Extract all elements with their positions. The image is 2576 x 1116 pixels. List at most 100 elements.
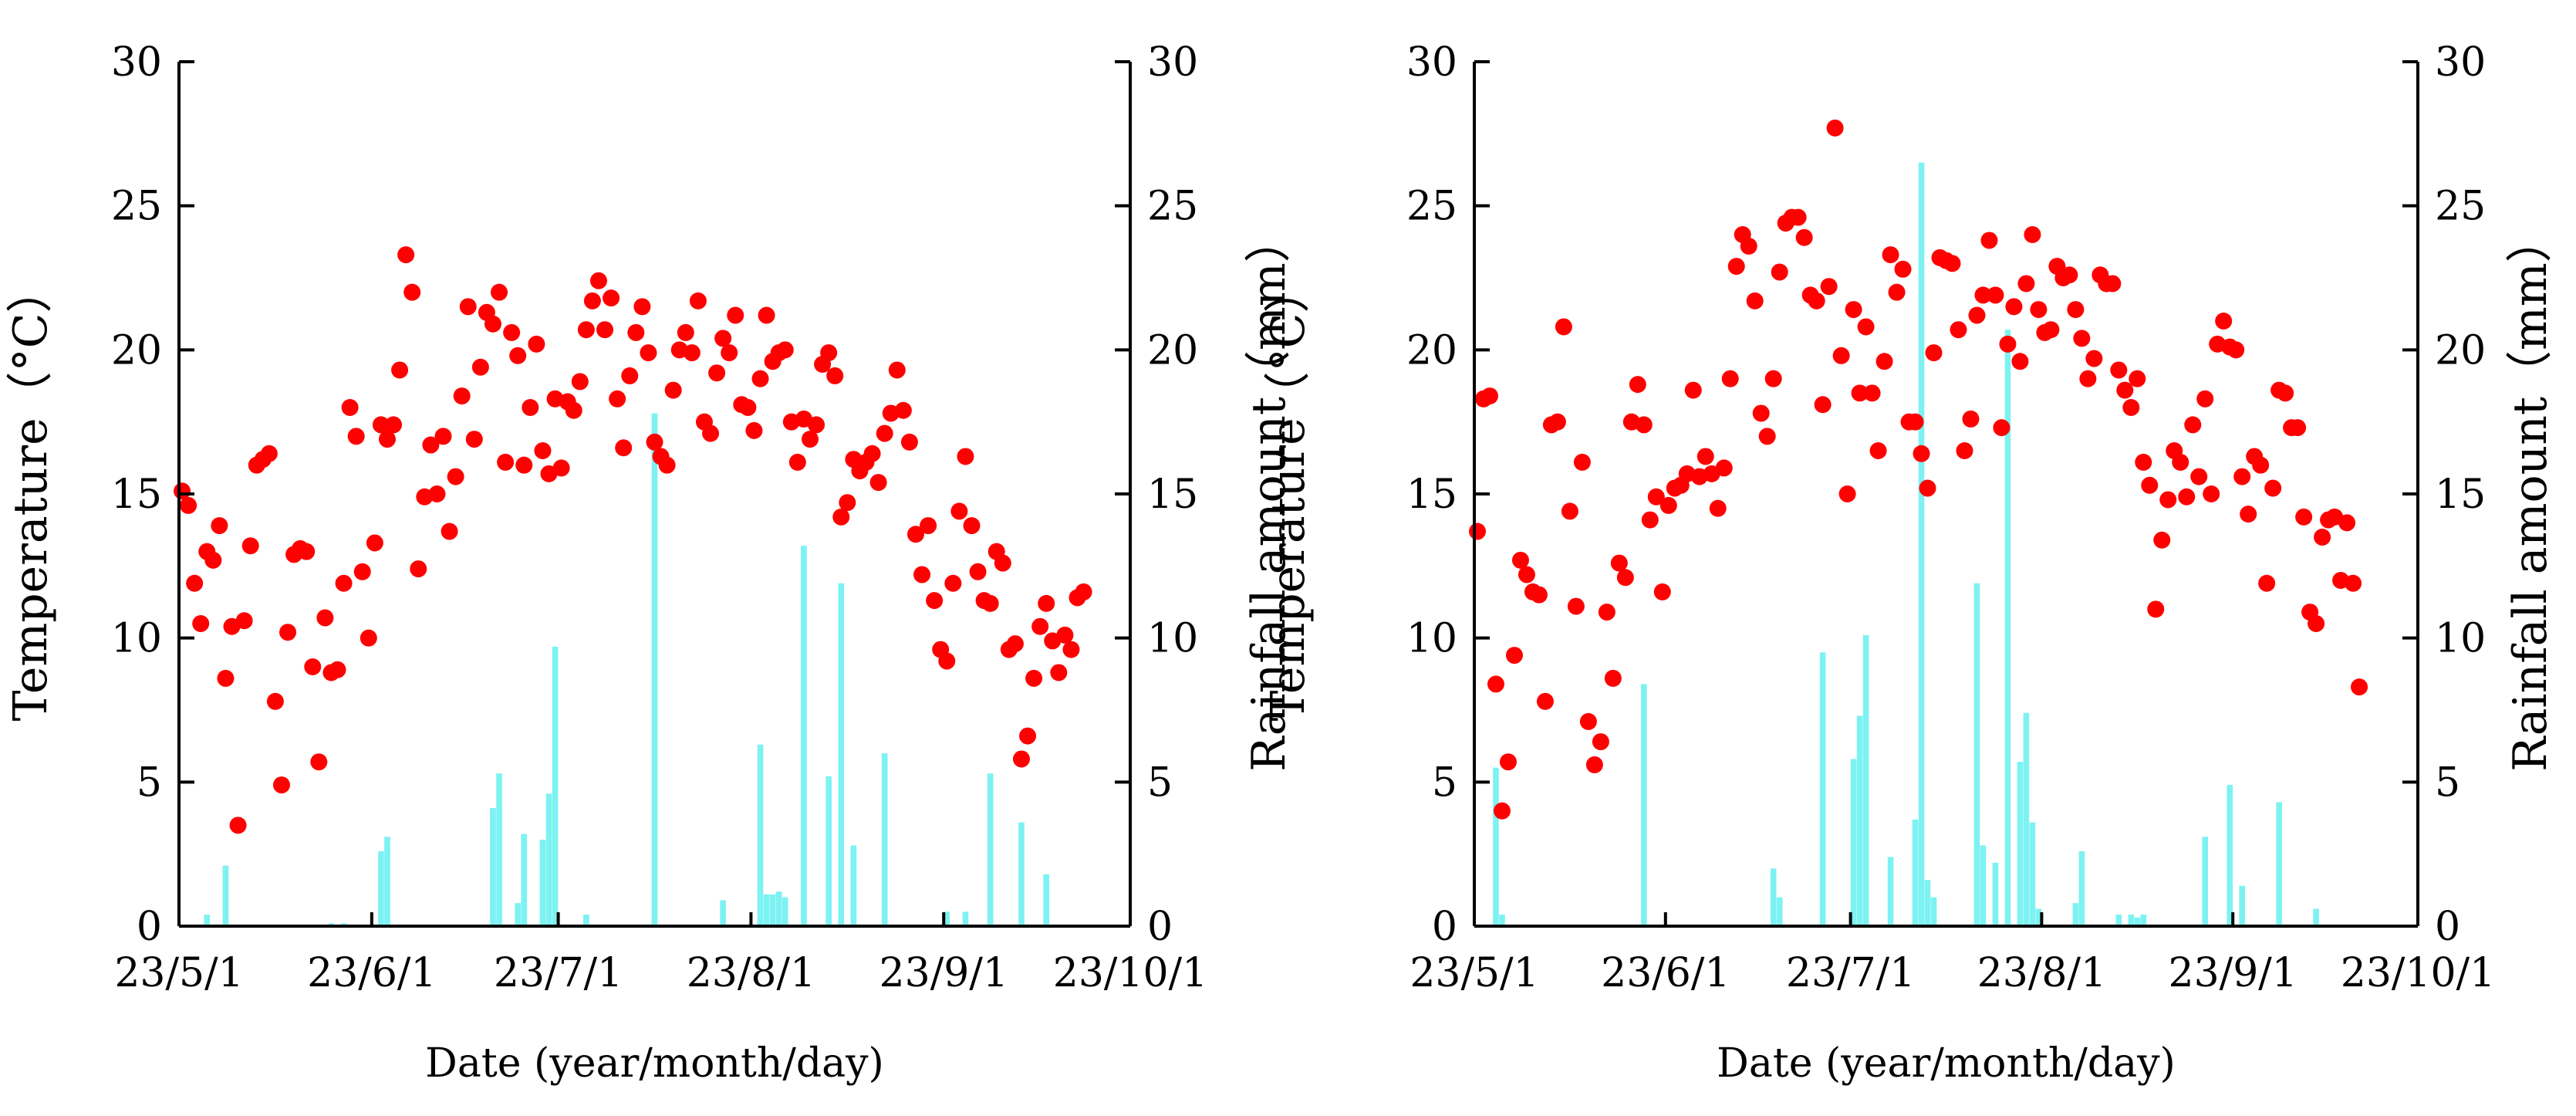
- temperature-point: [1974, 286, 1992, 304]
- temperature-point: [1851, 384, 1869, 402]
- temperature-point: [1715, 459, 1733, 477]
- rainfall-bar: [2134, 917, 2141, 926]
- temperature-point: [888, 361, 906, 379]
- temperature-point: [1789, 208, 1807, 226]
- rainfall-bar: [838, 583, 845, 926]
- temperature-point: [758, 306, 775, 324]
- temperature-point: [378, 431, 396, 448]
- temperature-point: [1567, 597, 1585, 615]
- temperature-point: [2289, 419, 2307, 437]
- rainfall-bar: [1992, 862, 1999, 926]
- rainfall-bar: [2029, 822, 2036, 926]
- temperature-point: [739, 399, 757, 416]
- temperature-point: [1499, 753, 1517, 771]
- temperature-point: [2184, 416, 2202, 434]
- rainfall-bar: [496, 773, 502, 926]
- rainfall-bar: [2227, 785, 2233, 926]
- temperature-point: [211, 517, 228, 535]
- temperature-point: [515, 456, 533, 474]
- temperature-point: [2178, 488, 2196, 506]
- rainfall-bar: [2128, 915, 2135, 926]
- temperature-point: [913, 566, 931, 583]
- temperature-point: [2005, 298, 2023, 316]
- temperature-point: [1006, 635, 1024, 653]
- temperature-point: [1659, 496, 1677, 514]
- rainfall-bar: [1930, 897, 1937, 926]
- temperature-point: [2073, 330, 2091, 347]
- rainfall-bar: [583, 915, 589, 926]
- temperature-point: [615, 439, 633, 457]
- temperature-point: [447, 468, 464, 485]
- temperature-point: [808, 416, 825, 434]
- rainfall-bar: [490, 807, 496, 926]
- temperature-point: [484, 315, 501, 333]
- temperature-point: [298, 543, 316, 560]
- rainfall-bar: [515, 903, 522, 926]
- temperature-point: [1795, 228, 1813, 246]
- rainfall-bar: [1918, 162, 1925, 926]
- temperature-point: [2203, 485, 2220, 502]
- temperature-point: [2252, 456, 2270, 474]
- temperature-point: [981, 594, 999, 612]
- rainfall-bar: [2202, 837, 2209, 926]
- temperature-point: [552, 459, 570, 477]
- rainfall-bar: [1499, 915, 1505, 926]
- rainfall-bar: [763, 894, 770, 926]
- x-axis-title: Date (year/month/day): [1717, 1040, 2176, 1087]
- temperature-point: [2159, 491, 2177, 509]
- temperature-point: [2295, 508, 2313, 526]
- temperature-point: [1579, 712, 1597, 730]
- x-tick-label: 23/9/1: [879, 950, 1008, 996]
- temperature-point: [235, 612, 253, 630]
- rainfall-bar: [539, 840, 546, 926]
- temperature-point: [2079, 370, 2097, 387]
- temperature-point: [1561, 502, 1578, 520]
- temperature-point: [1050, 664, 1068, 681]
- temperature-point: [2085, 350, 2103, 367]
- temperature-point: [2030, 301, 2048, 319]
- temperature-point: [471, 358, 489, 376]
- temperature-point: [509, 347, 527, 364]
- right-y-tick-label: 10: [1147, 616, 1198, 662]
- temperature-point: [335, 574, 353, 592]
- temperature-point: [702, 424, 720, 442]
- rainfall-bar: [1973, 583, 1980, 926]
- left-y-tick-label: 25: [111, 184, 162, 230]
- temperature-point: [2141, 476, 2159, 494]
- temperature-point: [1585, 756, 1603, 773]
- rainfall-bar: [2023, 712, 2030, 926]
- rainfall-bar: [850, 845, 857, 926]
- temperature-point: [2190, 468, 2208, 485]
- temperature-point: [341, 399, 359, 416]
- right-y-tick-label: 20: [2435, 327, 2486, 374]
- temperature-point: [372, 416, 390, 434]
- rainfall-bar: [1776, 897, 1783, 926]
- temperature-point: [410, 560, 427, 578]
- temperature-point: [1857, 318, 1875, 336]
- temperature-point: [1697, 448, 1714, 465]
- temperature-point: [1820, 278, 1838, 296]
- temperature-point: [2011, 353, 2029, 370]
- temperature-point: [422, 436, 440, 454]
- temperature-point: [1845, 301, 1862, 319]
- temperature-point: [1771, 263, 1788, 281]
- temperature-point: [1038, 594, 1055, 612]
- temperature-point: [434, 428, 452, 445]
- rainfall-bar: [1018, 822, 1025, 926]
- right-y-tick-label: 25: [1147, 184, 1198, 230]
- rainfall-bar: [1862, 634, 1869, 926]
- temperature-point: [1962, 410, 1980, 428]
- temperature-point: [528, 335, 545, 353]
- temperature-point: [491, 283, 508, 301]
- temperature-point: [863, 445, 881, 462]
- temperature-point: [900, 433, 918, 451]
- temperature-point: [2067, 301, 2085, 319]
- temperature-point: [329, 661, 346, 678]
- left-y-tick-label: 30: [111, 39, 162, 86]
- temperature-point: [1727, 258, 1745, 276]
- temperature-point: [1573, 453, 1591, 471]
- rainfall-bar: [651, 413, 658, 926]
- temperature-point: [1758, 428, 1776, 445]
- temperature-point: [565, 401, 582, 419]
- temperature-point: [1012, 750, 1030, 768]
